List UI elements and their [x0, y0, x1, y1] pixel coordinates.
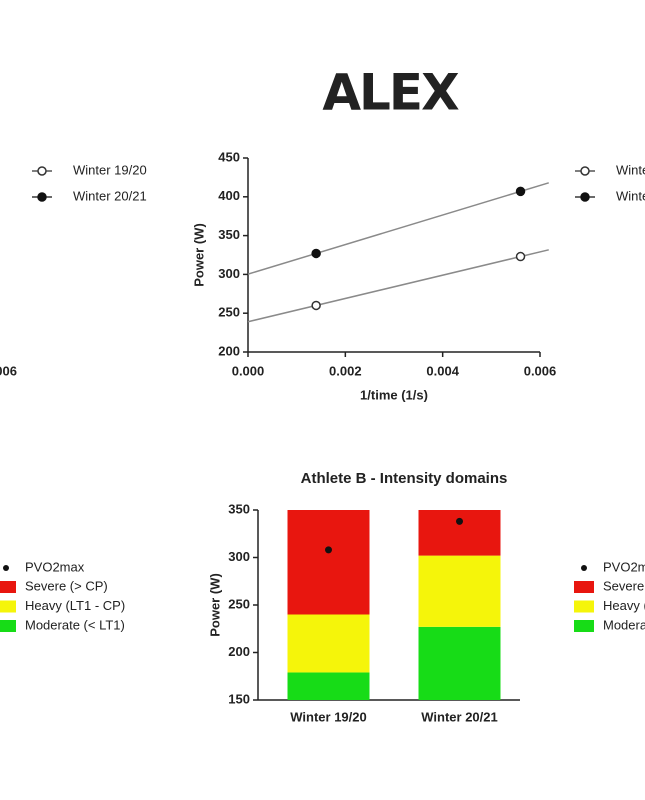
legend-label: PVO2max [25, 559, 85, 574]
y-tick-label: 300 [228, 549, 250, 564]
legend-swatch [0, 600, 16, 613]
x-tick-label: 0.006 [0, 363, 17, 378]
legend-label: Moderate (< LT1) [25, 617, 125, 632]
legend-swatch [0, 620, 16, 632]
legend-label: PVO2max [603, 559, 645, 574]
bar-segment [287, 614, 370, 673]
legend-marker [3, 565, 9, 571]
y-tick-label: 200 [218, 343, 240, 358]
legend-marker [580, 166, 590, 176]
y-tick-label: 300 [218, 266, 240, 281]
x-axis-label: 1/time (1/s) [360, 387, 428, 402]
point [515, 186, 526, 197]
y-tick-label: 350 [218, 227, 240, 242]
legend-label: Heavy (LT1 - CP) [25, 598, 125, 613]
y-tick-label: 250 [228, 596, 250, 611]
point [311, 248, 321, 259]
page-title: ALEX [322, 64, 459, 122]
legend-swatch [0, 581, 16, 593]
bar-segment [418, 626, 501, 700]
point [311, 300, 321, 311]
legend-marker [581, 565, 587, 571]
chart-title: Athlete B - Intensity domains [301, 470, 508, 487]
y-tick-label: 400 [218, 188, 240, 203]
x-tick-label: Winter 19/20 [290, 709, 366, 724]
x-tick-label: 0.004 [426, 363, 459, 378]
y-axis-label: Power (W) [207, 573, 222, 637]
y-tick-label: 200 [228, 644, 250, 659]
x-tick-label: Winter 20/21 [421, 709, 497, 724]
x-tick-label: 0.002 [329, 363, 362, 378]
legend-label: Winter 20/21 [616, 188, 645, 203]
legend-marker [37, 192, 47, 202]
x-tick-label: 0.006 [524, 363, 557, 378]
legend-label: Winter 19/20 [73, 162, 147, 177]
bar-segment [287, 672, 370, 700]
legend-swatch [574, 581, 594, 593]
legend-label: Moderate (< LT1) [603, 617, 645, 632]
y-axis-label: Power (W) [191, 223, 206, 287]
x-tick-label: 0.000 [232, 363, 265, 378]
pvo2max-point [325, 546, 332, 554]
legend-label: Heavy (LT1 - CP) [603, 598, 645, 613]
bar-segment [287, 510, 370, 615]
legend-marker [580, 192, 590, 202]
bar-segment [418, 555, 501, 627]
y-tick-label: 350 [228, 501, 250, 516]
pvo2max-point [456, 517, 463, 525]
y-tick-label: 250 [218, 305, 240, 320]
y-tick-label: 450 [218, 149, 240, 164]
legend-label: Severe (> CP) [25, 578, 108, 593]
legend-label: Severe (> CP) [603, 578, 645, 593]
legend-swatch [574, 600, 594, 613]
fit-line [247, 249, 549, 323]
bar-segment [418, 510, 501, 556]
legend-marker [37, 166, 47, 176]
fit-line [247, 182, 549, 275]
legend-swatch [574, 620, 594, 632]
legend-label: Winter 20/21 [73, 188, 147, 203]
legend-label: Winter 19/20 [616, 162, 645, 177]
point [515, 251, 526, 262]
y-tick-label: 150 [228, 691, 250, 706]
